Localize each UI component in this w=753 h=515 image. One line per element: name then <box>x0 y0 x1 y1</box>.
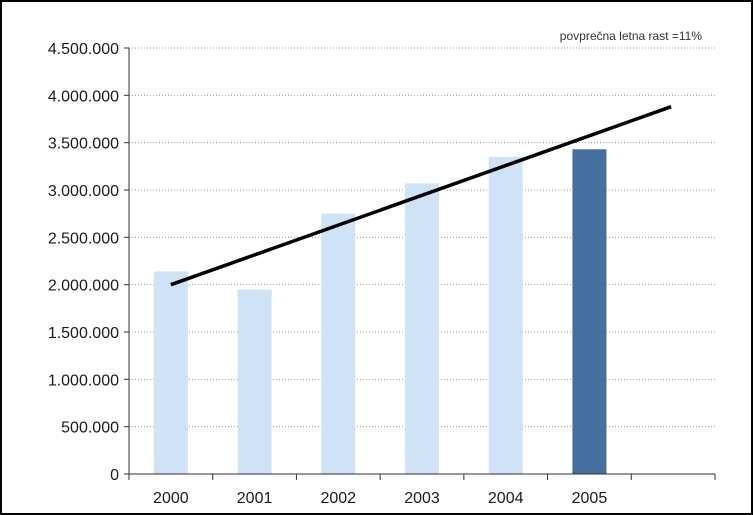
y-tick-label: 1.500.000 <box>48 325 119 342</box>
bar-2001 <box>237 289 272 474</box>
y-tick-label: 500.000 <box>61 420 119 437</box>
y-tick-label: 4.500.000 <box>48 41 119 58</box>
y-tick-label: 1.000.000 <box>48 372 119 389</box>
y-tick-label: 0 <box>110 467 119 484</box>
x-tick-label: 2005 <box>572 490 608 507</box>
bar-2003 <box>405 183 439 474</box>
y-tick-labels: 0 500.000 1.000.000 1.500.000 2.000.000 2.500… <box>48 41 119 484</box>
x-tick-label: 2001 <box>237 490 273 507</box>
bar-2004 <box>488 156 523 474</box>
y-tick-label: 2.000.000 <box>48 278 119 295</box>
bar-2000 <box>153 271 188 474</box>
y-tick-label: 2.500.000 <box>48 230 119 247</box>
trendline <box>170 105 672 287</box>
x-tick-labels: 2000 2001 2002 2003 2004 2005 <box>153 490 607 507</box>
axes <box>124 47 716 480</box>
trend-line <box>170 105 672 287</box>
y-tick-label: 4.000.000 <box>48 88 119 105</box>
x-tick-label: 2000 <box>153 490 189 507</box>
growth-annotation: povprečna letna rast =11% <box>560 29 703 43</box>
y-tick-label: 3.000.000 <box>48 183 119 200</box>
bars <box>153 149 607 474</box>
x-tick-label: 2004 <box>488 490 524 507</box>
bar-2005 <box>572 149 607 474</box>
y-tick-label: 3.500.000 <box>48 136 119 153</box>
bar-2002 <box>321 213 356 474</box>
x-tick-label: 2003 <box>404 490 440 507</box>
x-tick-label: 2002 <box>320 490 356 507</box>
